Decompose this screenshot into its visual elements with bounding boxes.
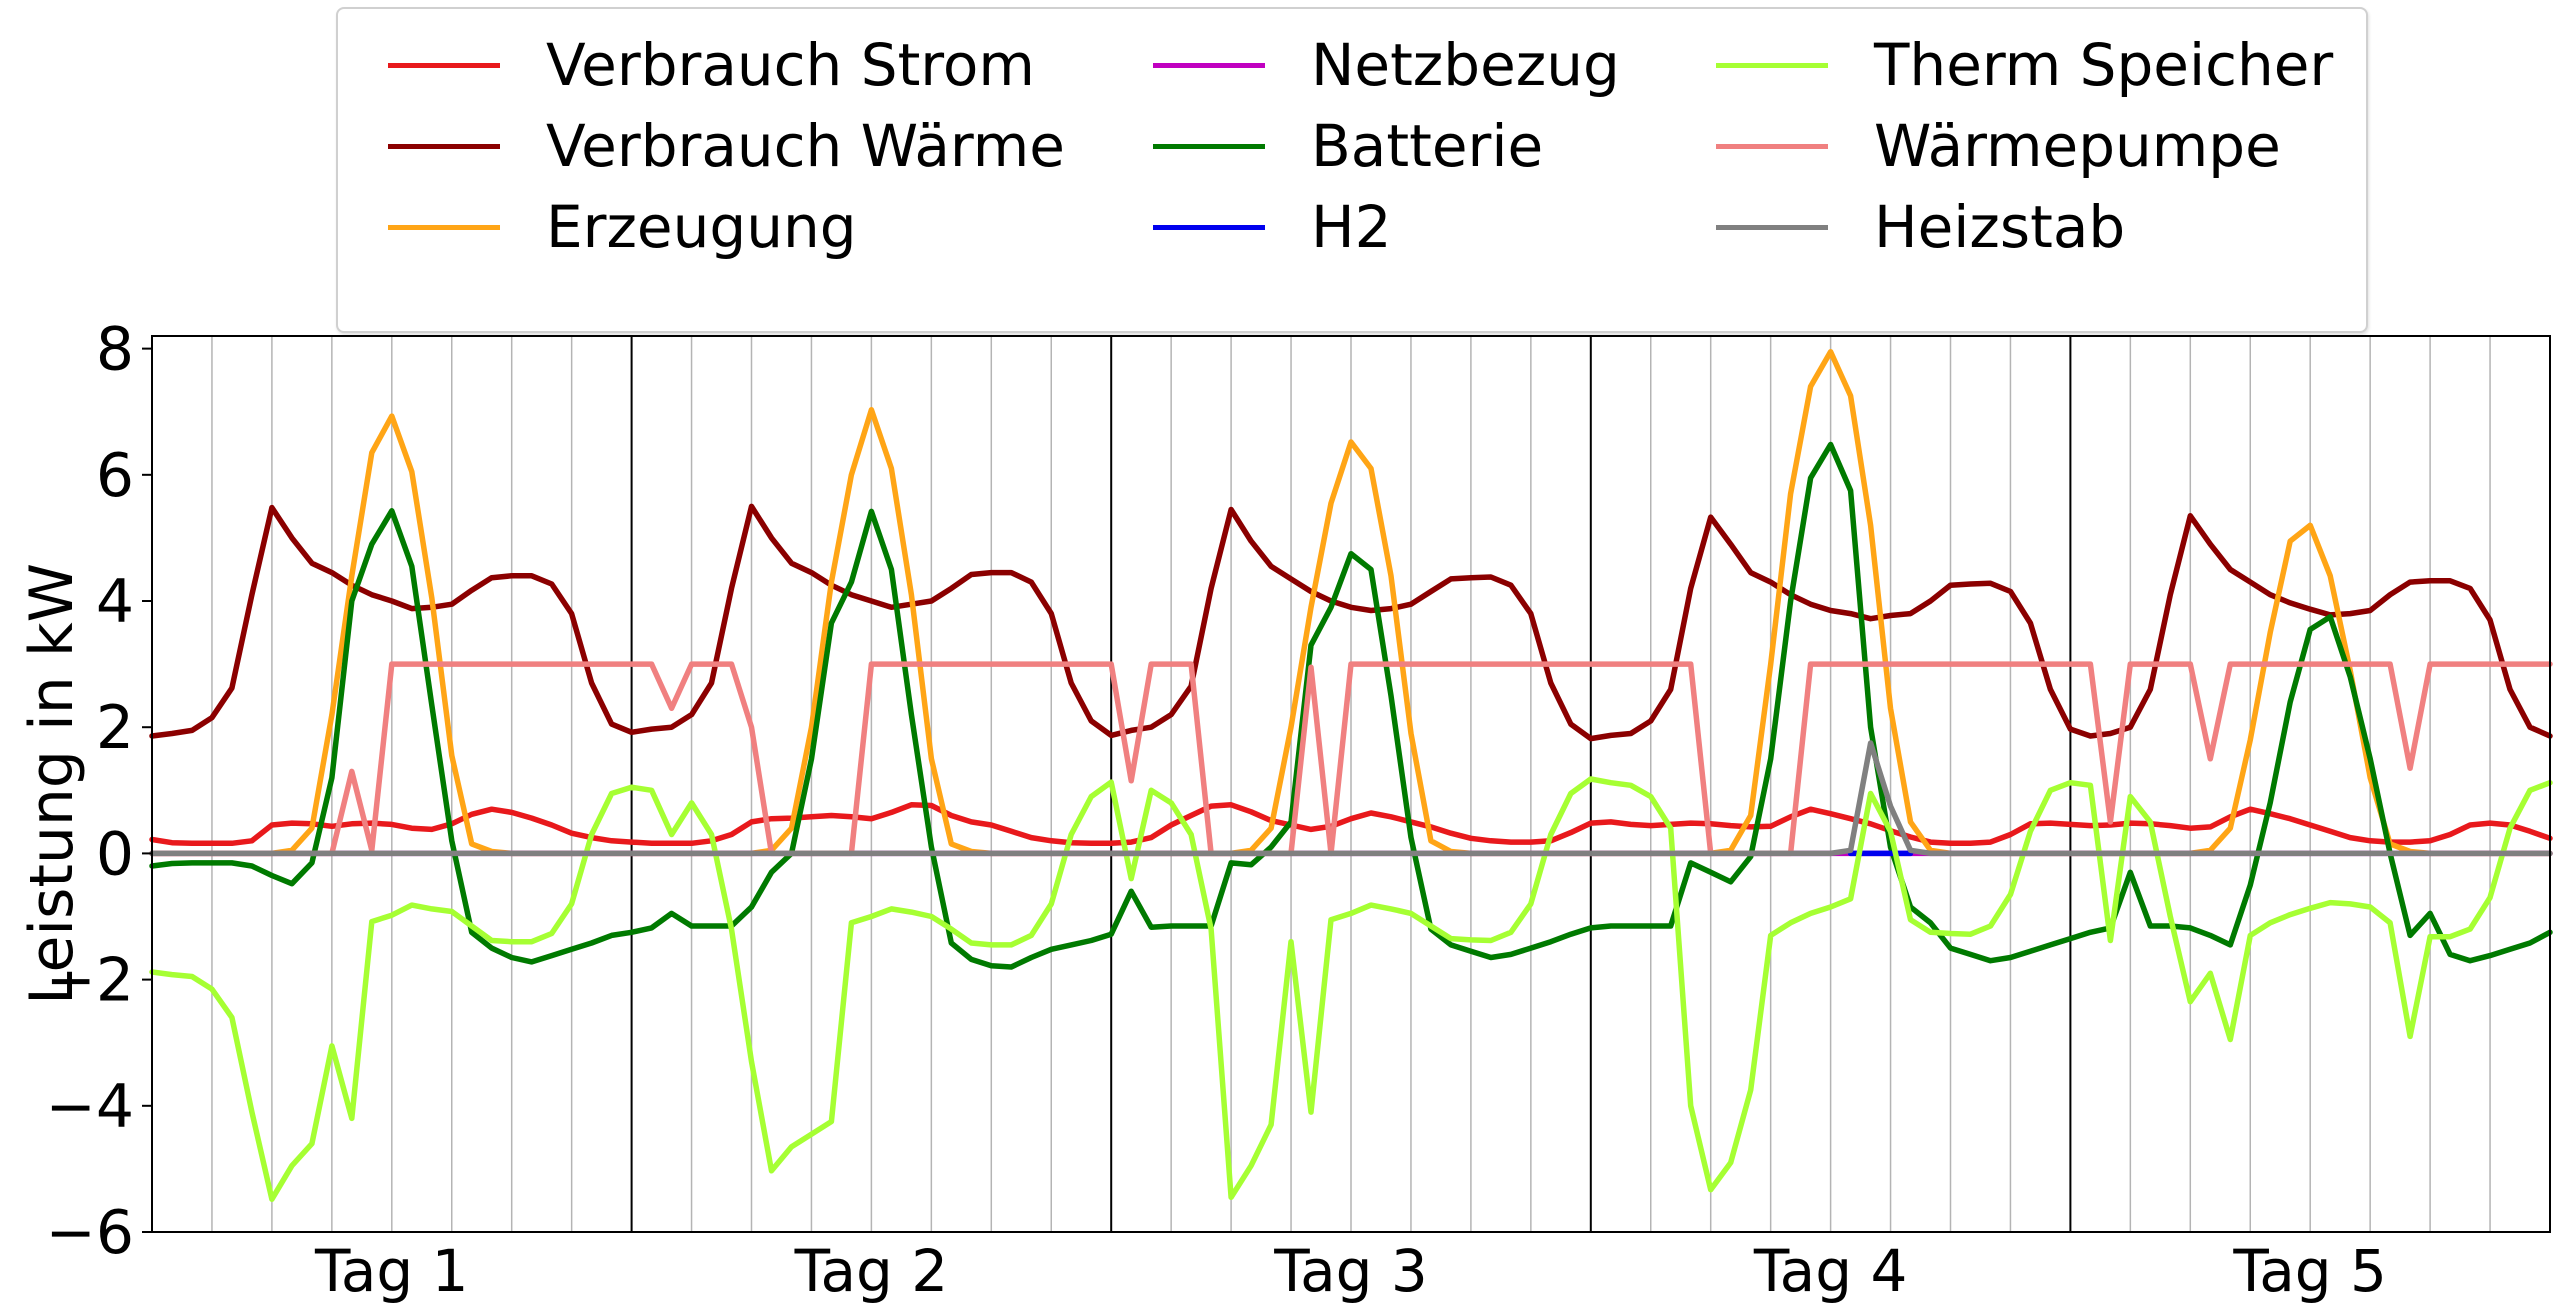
legend-label-erzeugung: Erzeugung [546,193,857,261]
x-day-label: Tag 1 [314,1237,469,1305]
x-axis-day-labels: Tag 1 Tag 2 Tag 3 Tag 4 Tag 5 [314,1237,2387,1305]
legend-swatch-netzbezug [1153,62,1265,68]
y-tick-label: −2 [46,946,134,1016]
legend-swatch-h2 [1153,224,1265,230]
y-tick-label: −4 [46,1072,134,1142]
legend-swatch-waermepumpe [1716,143,1828,149]
legend-label-h2: H2 [1311,193,1392,261]
x-day-label: Tag 4 [1753,1237,1908,1305]
legend-item: Therm Speicher [1716,35,2333,95]
series-line-heizstab [149,740,2553,857]
legend-label-therm-speicher: Therm Speicher [1874,31,2334,99]
y-tick-label: 0 [96,819,134,889]
legend-label-verbrauch-waerme: Verbrauch Wärme [546,112,1065,180]
legend-swatch-therm-speicher [1716,62,1828,68]
y-axis-label: Leistung in kW [17,563,87,1005]
legend-swatch-heizstab [1716,224,1828,230]
legend-item: Heizstab [1716,197,2125,257]
x-day-label: Tag 5 [2232,1237,2387,1305]
y-tick-label: 6 [96,441,134,511]
legend-item: Batterie [1153,116,1543,176]
y-tick-label: 2 [96,693,134,763]
legend-swatch-verbrauch-strom [388,62,500,68]
legend-label-verbrauch-strom: Verbrauch Strom [546,31,1035,99]
series-line-verbrauch-w-rme [149,503,2553,742]
legend-item: Wärmepumpe [1716,116,2281,176]
legend-item: Verbrauch Strom [388,35,1035,95]
series-lines [149,349,2553,1202]
legend: Verbrauch Strom Verbrauch Wärme Erzeugun… [336,7,2368,333]
legend-swatch-verbrauch-waerme [388,143,500,149]
legend-label-batterie: Batterie [1311,112,1544,180]
y-tick-label: 8 [96,315,134,385]
grid-lines [211,336,2491,1232]
y-tick-label: 4 [96,567,134,637]
legend-swatch-batterie [1153,143,1265,149]
legend-item: Verbrauch Wärme [388,116,1065,176]
series-line-w-rmepumpe [149,661,2553,857]
legend-label-waermepumpe: Wärmepumpe [1874,112,2281,180]
plot-frame [151,335,2551,1233]
legend-item: Erzeugung [388,197,857,257]
series-line-therm-speicher [149,776,2553,1202]
legend-swatch-erzeugung [388,224,500,230]
x-day-label: Tag 2 [794,1237,949,1305]
legend-label-heizstab: Heizstab [1874,193,2126,261]
y-axis-ticks: 8 6 4 2 0 −2 −4 −6 [46,315,152,1268]
series-line-batterie [149,441,2553,970]
legend-item: Netzbezug [1153,35,1620,95]
legend-label-netzbezug: Netzbezug [1311,31,1620,99]
y-tick-label: −6 [46,1198,134,1268]
legend-item: H2 [1153,197,1392,257]
x-day-label: Tag 3 [1273,1237,1428,1305]
